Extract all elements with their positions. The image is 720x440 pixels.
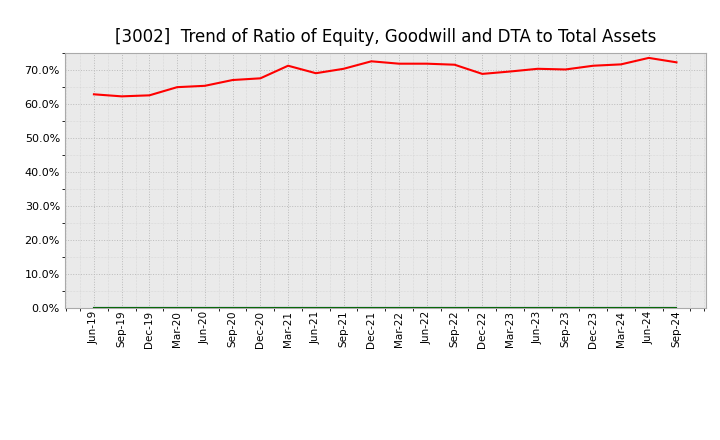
Equity [339,66,348,71]
Goodwill [228,305,237,311]
Goodwill [505,305,514,311]
Deferred Tax Assets [117,305,126,311]
Equity [89,92,98,97]
Goodwill [173,305,181,311]
Goodwill [616,305,625,311]
Goodwill [450,305,459,311]
Equity [505,69,514,74]
Deferred Tax Assets [672,305,681,311]
Goodwill [201,305,210,311]
Deferred Tax Assets [589,305,598,311]
Equity [478,71,487,77]
Deferred Tax Assets [312,305,320,311]
Equity [367,59,376,64]
Goodwill [284,305,292,311]
Equity [312,70,320,76]
Equity [201,83,210,88]
Line: Equity: Equity [94,58,677,96]
Equity [450,62,459,67]
Goodwill [367,305,376,311]
Equity [561,67,570,72]
Deferred Tax Assets [367,305,376,311]
Equity [589,63,598,68]
Deferred Tax Assets [561,305,570,311]
Title: [3002]  Trend of Ratio of Equity, Goodwill and DTA to Total Assets: [3002] Trend of Ratio of Equity, Goodwil… [114,28,656,46]
Deferred Tax Assets [339,305,348,311]
Equity [534,66,542,71]
Deferred Tax Assets [228,305,237,311]
Deferred Tax Assets [395,305,403,311]
Goodwill [589,305,598,311]
Deferred Tax Assets [284,305,292,311]
Equity [173,84,181,90]
Deferred Tax Assets [423,305,431,311]
Equity [228,77,237,83]
Equity [395,61,403,66]
Deferred Tax Assets [450,305,459,311]
Deferred Tax Assets [478,305,487,311]
Deferred Tax Assets [505,305,514,311]
Goodwill [534,305,542,311]
Equity [672,60,681,65]
Equity [644,55,653,61]
Equity [284,63,292,68]
Equity [256,76,265,81]
Goodwill [672,305,681,311]
Deferred Tax Assets [616,305,625,311]
Deferred Tax Assets [534,305,542,311]
Goodwill [145,305,154,311]
Deferred Tax Assets [145,305,154,311]
Deferred Tax Assets [256,305,265,311]
Goodwill [644,305,653,311]
Goodwill [478,305,487,311]
Equity [616,62,625,67]
Goodwill [423,305,431,311]
Goodwill [561,305,570,311]
Goodwill [117,305,126,311]
Goodwill [256,305,265,311]
Equity [423,61,431,66]
Goodwill [339,305,348,311]
Deferred Tax Assets [89,305,98,311]
Equity [117,94,126,99]
Deferred Tax Assets [201,305,210,311]
Equity [145,93,154,98]
Deferred Tax Assets [173,305,181,311]
Deferred Tax Assets [644,305,653,311]
Goodwill [395,305,403,311]
Goodwill [312,305,320,311]
Goodwill [89,305,98,311]
